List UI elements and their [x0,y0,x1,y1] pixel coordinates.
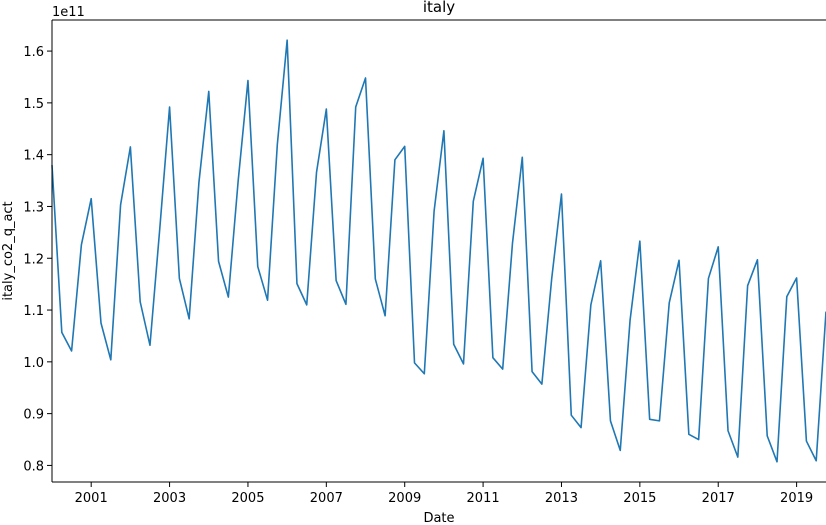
plot-area: 2001 2003 2005 2007 2009 2011 2013 2015 2017 2019… [23,19,826,506]
y-tick-label: 1.1 [23,304,44,319]
x-tick-label: 2015 [623,491,656,506]
y-offset-label: 1e11 [52,5,85,20]
x-tick-label: 2009 [388,491,421,506]
y-tick-label: 0.9 [23,408,44,423]
x-tick-label: 2001 [75,491,108,506]
y-tick-label: 0.8 [23,459,44,474]
x-axis-ticks: 2001 2003 2005 2007 2009 2011 2013 2015 2017 2019 [75,482,813,506]
x-tick-label: 2019 [780,491,813,506]
y-tick-label: 1.3 [23,200,44,215]
y-tick-label: 1.2 [23,252,44,267]
y-axis-title: italy_co2_q_act [1,201,16,300]
plot-background [52,20,826,482]
y-tick-label: 1.0 [23,356,44,371]
x-tick-label: 2007 [310,491,343,506]
x-tick-label: 2017 [702,491,735,506]
y-tick-label: 1.4 [23,149,44,164]
x-tick-label: 2011 [467,491,500,506]
y-tick-label: 1.5 [23,97,44,112]
x-tick-label: 2013 [545,491,578,506]
x-tick-label: 2005 [231,491,264,506]
y-axis-ticks: 0.8 0.9 1.0 1.1 1.2 1.3 1.4 1.5 1.6 [23,45,52,474]
x-axis-title: Date [423,511,454,525]
x-tick-label: 2003 [153,491,186,506]
y-tick-label: 1.6 [23,45,44,60]
series-line [51,39,826,463]
chart-title: italy [423,0,455,16]
